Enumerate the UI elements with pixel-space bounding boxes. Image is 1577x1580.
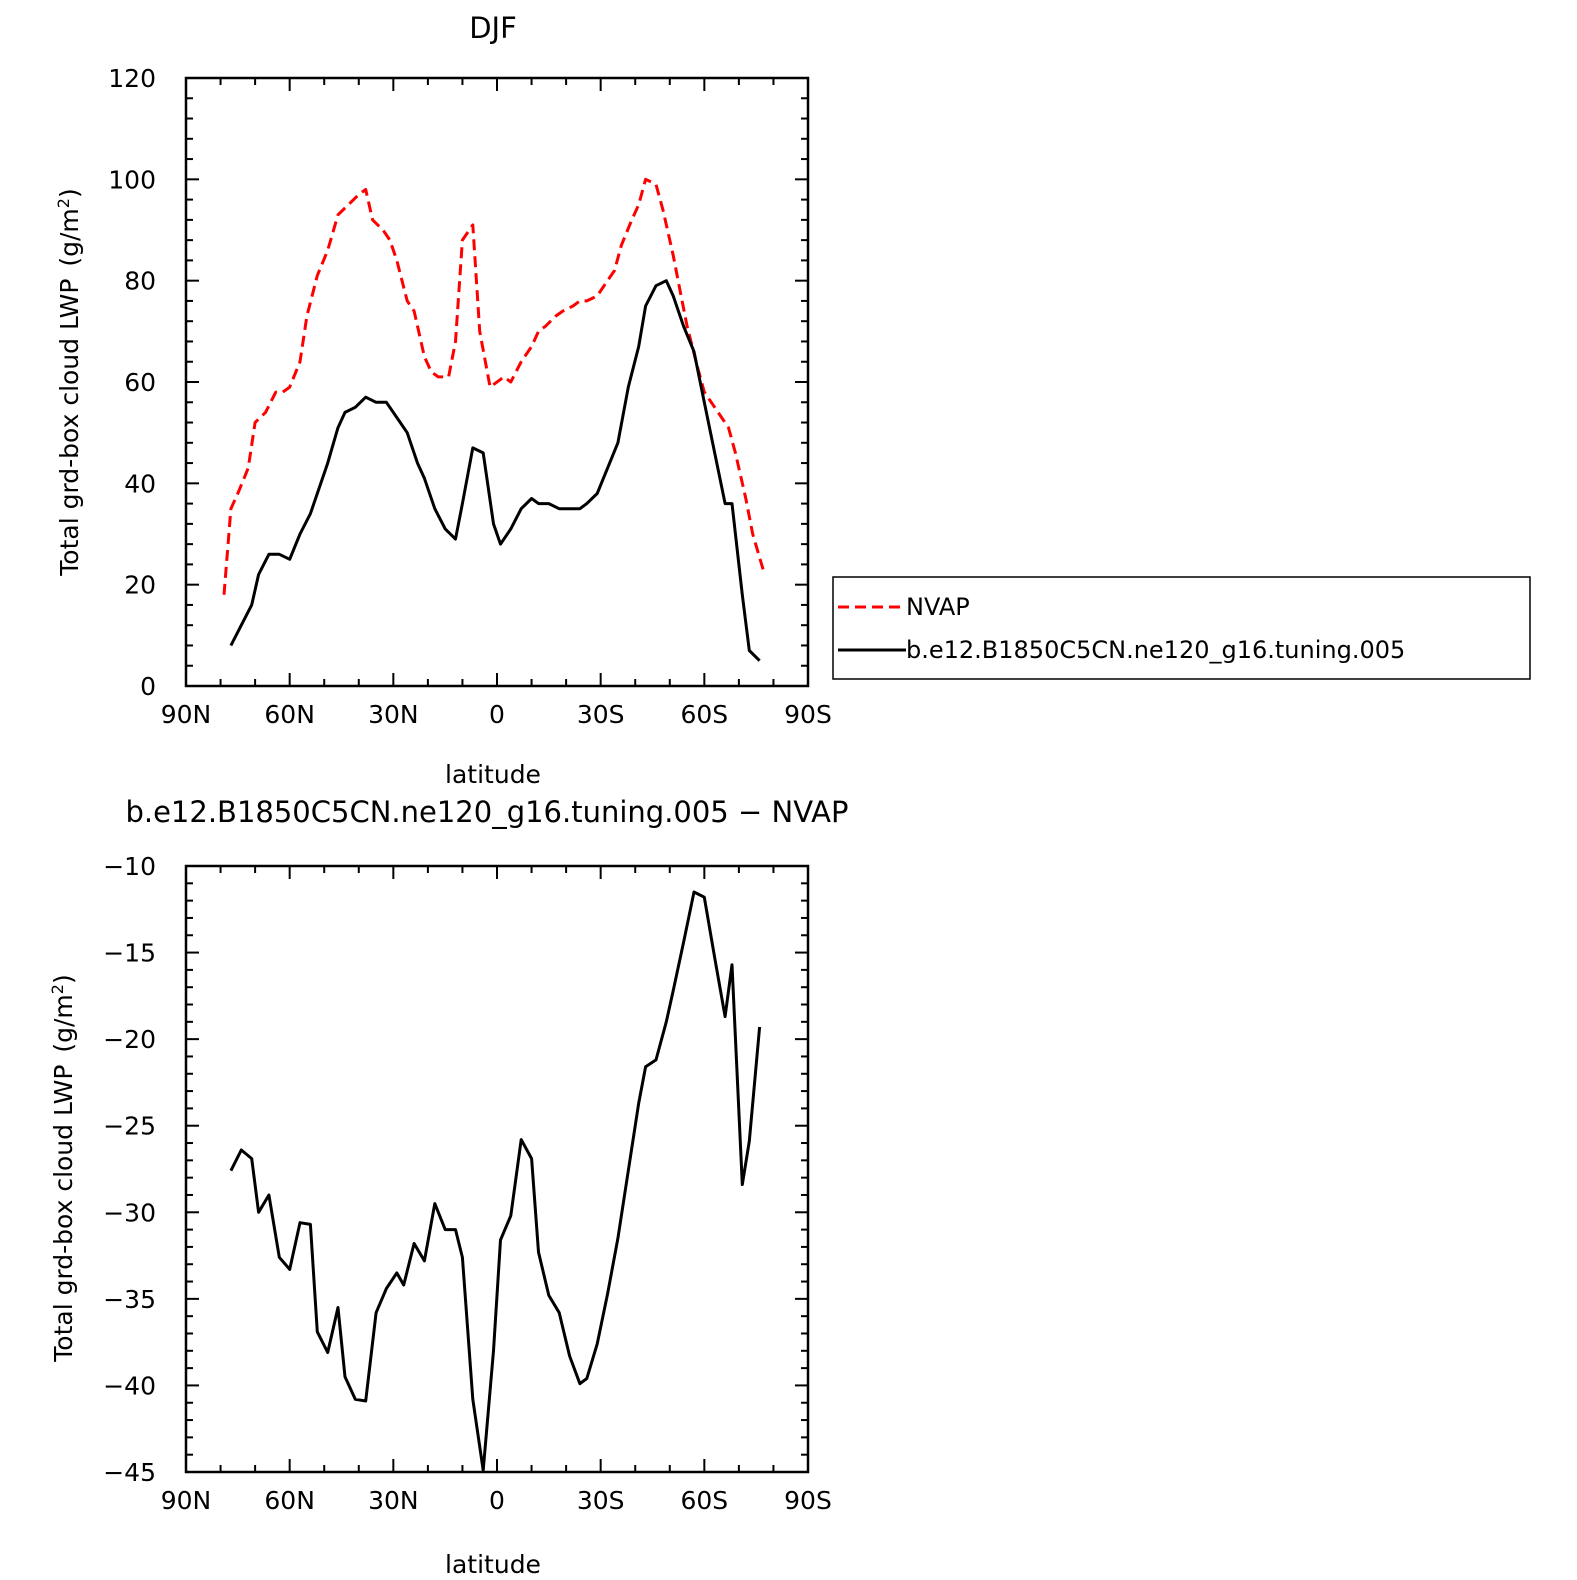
x-tick-label: 90S [784,1486,832,1515]
y-axis-title: Total grd-box cloud LWP (g/m2) [48,974,78,1363]
x-axis-title: latitude [445,760,541,789]
panel-title: DJF [469,11,517,45]
y-tick-label: −20 [103,1025,156,1054]
y-axis-unit-close: ) [49,974,78,984]
x-tick-label: 30N [368,700,419,729]
x-tick-label: 60N [264,1486,315,1515]
x-tick-label: 30N [368,1486,419,1515]
y-tick-label: 40 [124,469,156,498]
y-tick-label: 120 [108,64,156,93]
x-tick-label: 60S [680,1486,728,1515]
model-series-line [229,279,761,662]
y-tick-label: −40 [103,1371,156,1400]
difference-panel: b.e12.B1850C5CN.ne120_g16.tuning.005 − N… [48,795,849,1579]
y-axis-unit-exponent: 2 [48,984,67,994]
legend-label-model: b.e12.B1850C5CN.ne120_g16.tuning.005 [906,636,1405,664]
x-tick-label: 0 [489,1486,505,1515]
x-tick-label: 60S [680,700,728,729]
legend-box [832,576,1531,680]
x-tick-label: 60N [264,700,315,729]
x-tick-label: 0 [489,700,505,729]
legend: NVAP b.e12.B1850C5CN.ne120_g16.tuning.00… [832,576,1531,680]
y-tick-label: −15 [103,939,156,968]
x-tick-label: 90N [161,1486,212,1515]
y-axis-unit: (g/m [49,994,78,1052]
plot-frame [184,864,810,1474]
legend-label-nvap: NVAP [906,593,970,621]
series-layer [222,177,765,662]
y-axis-unit: (g/m [55,208,84,266]
series-layer [229,890,762,1472]
x-tick-label: 90N [161,700,212,729]
y-tick-label: −35 [103,1285,156,1314]
y-axis-unit-exponent: 2 [54,198,73,208]
y-tick-label: 100 [108,165,156,194]
y-tick-label: −25 [103,1112,156,1141]
y-axis-unit-close: ) [55,188,84,198]
y-tick-label: −10 [103,852,156,881]
panel-title: b.e12.B1850C5CN.ne120_g16.tuning.005 − N… [125,795,848,829]
y-axis-title-text: Total grd-box cloud LWP [49,1065,78,1363]
x-tick-label: 90S [784,700,832,729]
y-axis-title-text: Total grd-box cloud LWP [55,279,84,577]
y-tick-label: −45 [103,1458,156,1487]
nvap-series-line [222,177,765,595]
tick-labels: 90N 60N 30N 0 30S 60S 90S 0 20 40 60 80 100 120 [108,64,832,729]
x-tick-label: 30S [577,700,625,729]
y-tick-label: −30 [103,1198,156,1227]
y-axis-title: Total grd-box cloud LWP (g/m2) [54,188,84,577]
y-tick-label: 60 [124,368,156,397]
plot-frame [184,76,810,688]
djf-panel: DJF 90N 60N 30N 0 30S 60S 90S 0 20 40 60 80 100 120 l… [54,11,832,789]
x-axis-title: latitude [445,1550,541,1579]
y-tick-label: 20 [124,571,156,600]
y-tick-label: 0 [140,672,156,701]
x-tick-label: 30S [577,1486,625,1515]
y-tick-label: 80 [124,267,156,296]
tick-labels: 90N 60N 30N 0 30S 60S 90S −45 −40 −35 −30 −25 −20 −15… [103,852,832,1515]
difference-series-line [229,890,762,1472]
